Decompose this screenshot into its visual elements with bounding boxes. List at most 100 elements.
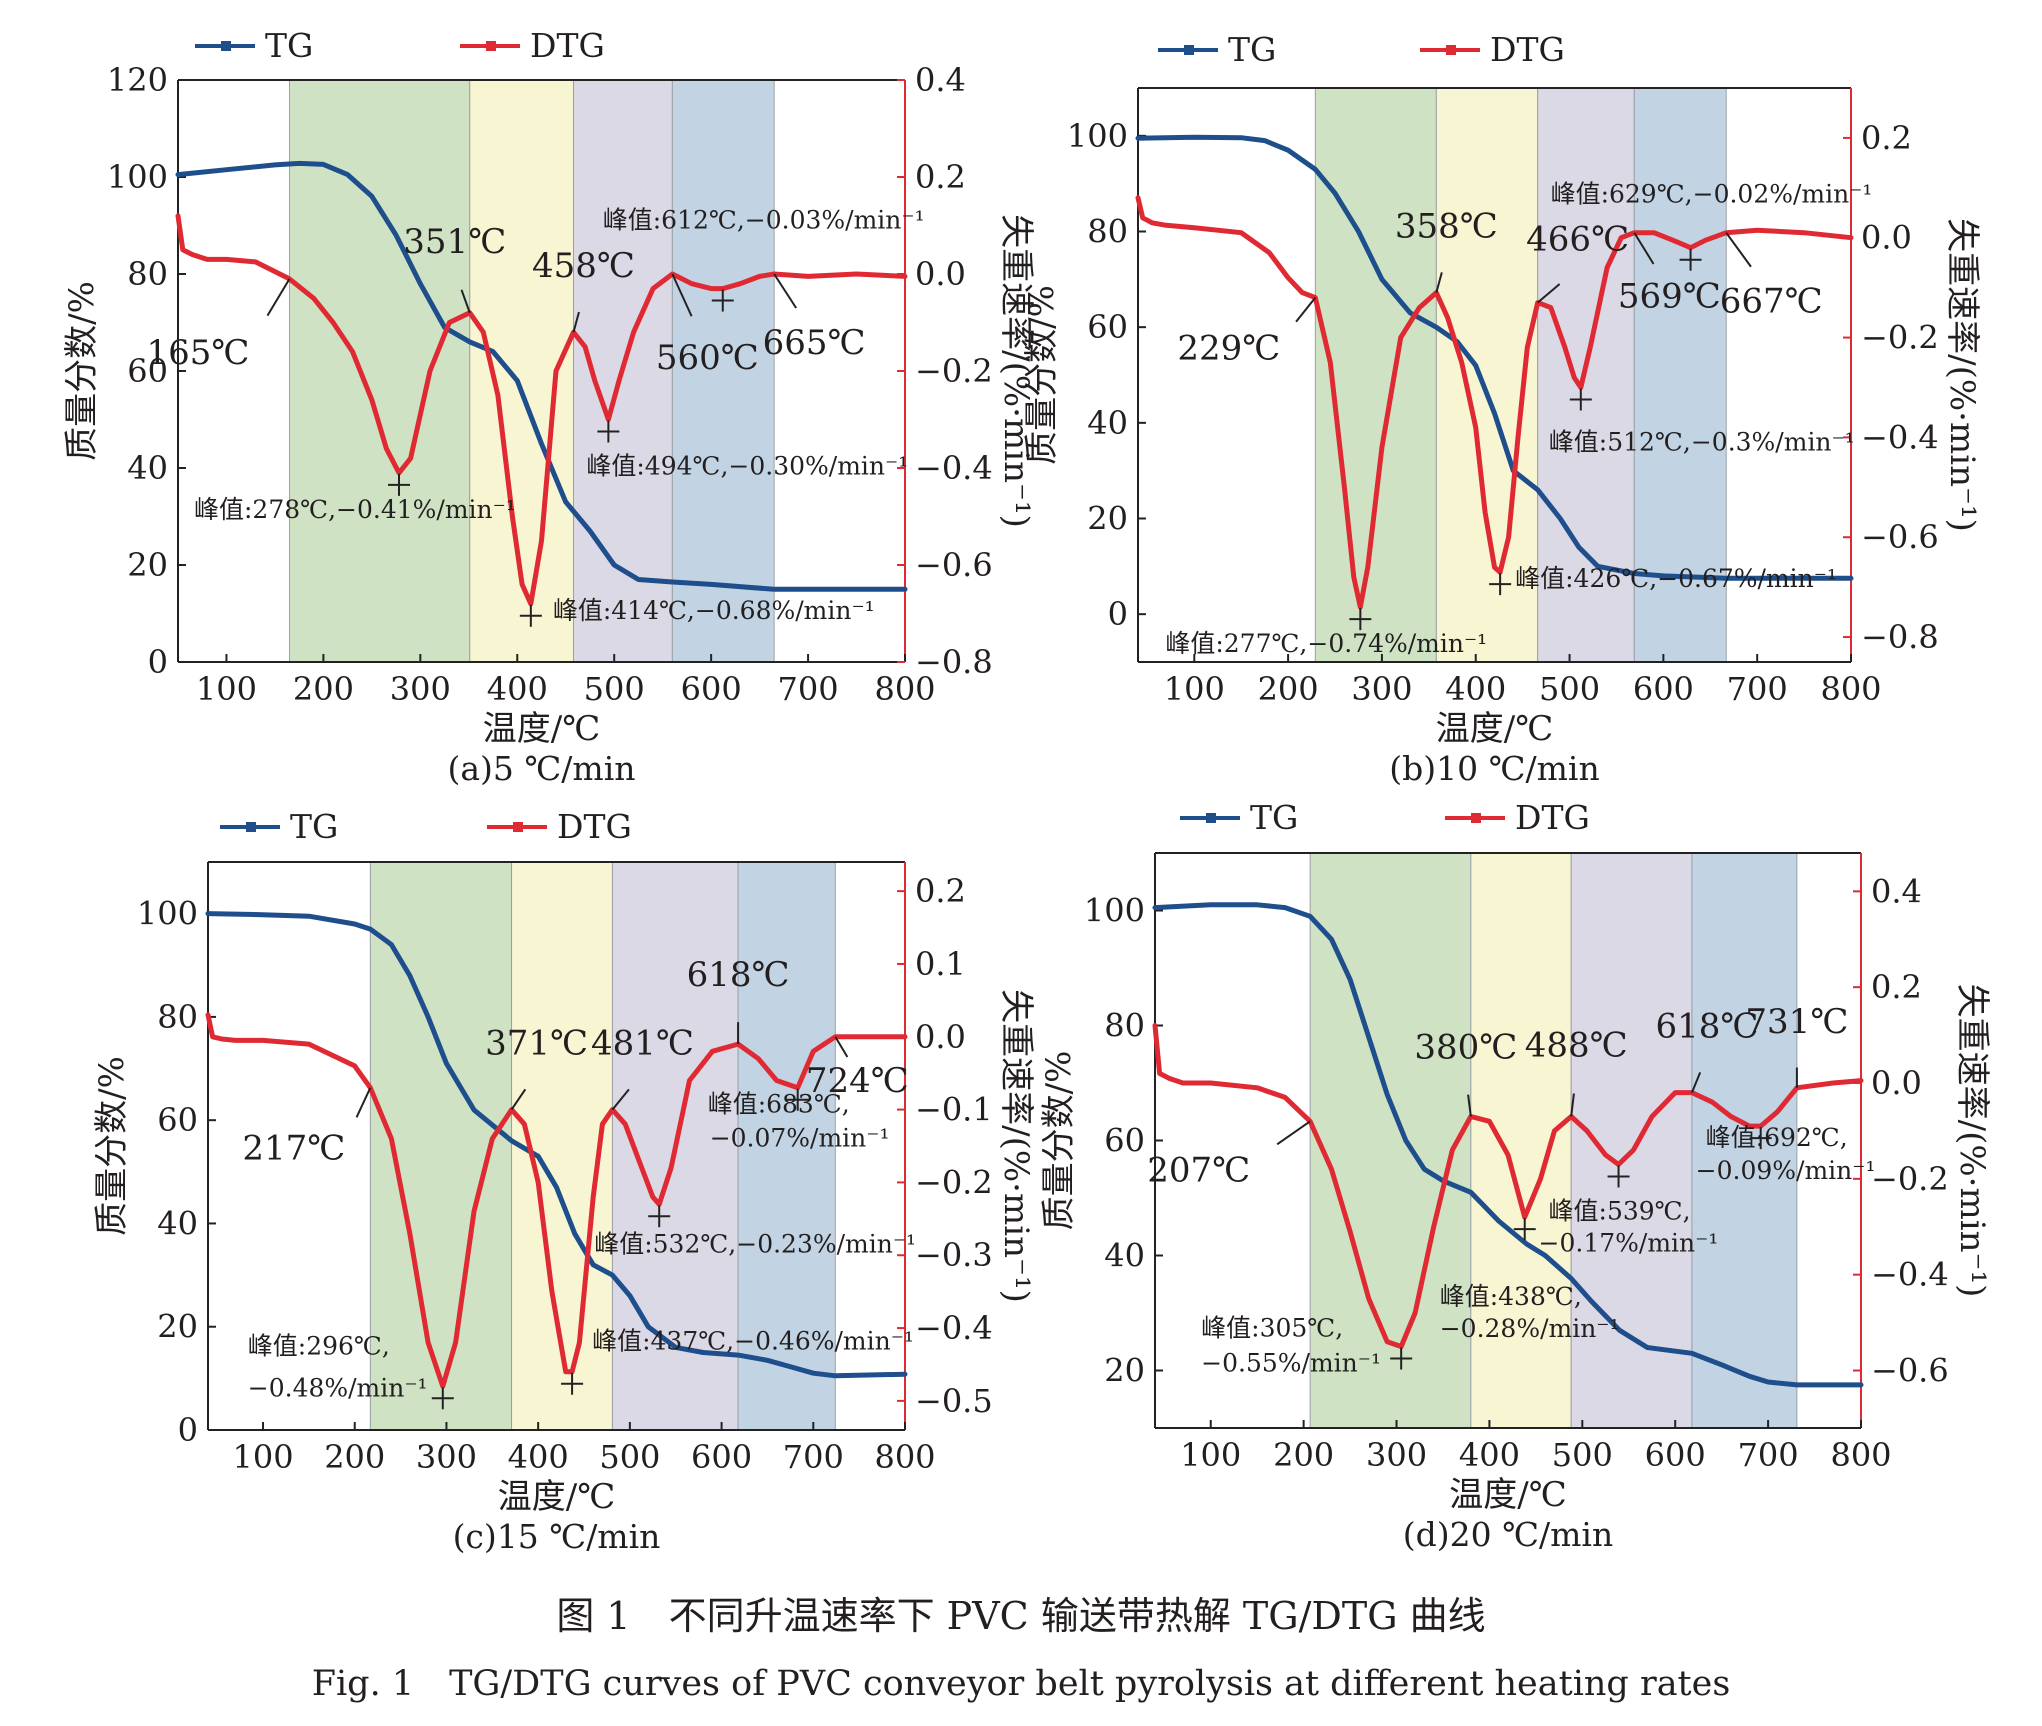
x-axis-title: 温度/℃ [1436, 709, 1554, 749]
y-tick-label: 40 [1104, 1237, 1145, 1275]
y2-tick-label: −0.3 [915, 1236, 993, 1274]
y-tick-label: 80 [157, 998, 198, 1036]
annotation-leader-line [266, 278, 291, 317]
y2-tick-label: 0.0 [1861, 219, 1912, 257]
y2-tick-label: 0.4 [915, 61, 966, 99]
annotation-leader-line [572, 311, 580, 333]
peak-annotation: −0.07%/min⁻¹ [710, 1124, 890, 1153]
y-tick-label: 0 [148, 643, 168, 681]
y-tick-label: 20 [1104, 1352, 1145, 1390]
x-tick-label: 600 [691, 1438, 752, 1476]
x-tick-label: 300 [390, 670, 451, 708]
y2-tick-label: −0.2 [915, 352, 993, 390]
y2-tick-label: 0.0 [915, 255, 966, 293]
tg-curve [175, 160, 908, 592]
y2-tick-label: 0.2 [1871, 968, 1922, 1006]
temperature-annotation: 569℃ [1618, 277, 1721, 317]
y2-tick-label: 0.4 [1871, 872, 1922, 910]
x-tick-label: 200 [293, 670, 354, 708]
annotation-leader-line [1537, 283, 1561, 304]
y-tick-label: 100 [107, 158, 168, 196]
temperature-annotation: 667℃ [1720, 282, 1823, 322]
annotation-leader-line [510, 1088, 527, 1111]
temperature-annotation: 358℃ [1395, 207, 1498, 247]
legend-dtg-label: DTG [557, 807, 632, 846]
y2-axis-title: 失重速率/(%·min⁻¹) [996, 214, 1036, 528]
x-tick-label: 400 [1445, 670, 1506, 708]
y-tick-label: 60 [157, 1101, 198, 1139]
peak-annotation: 峰值:437℃,−0.46%/min⁻¹ [592, 1327, 914, 1356]
peak-annotation: 峰值:277℃,−0.74%/min⁻¹ [1165, 629, 1487, 658]
temperature-annotation: 217℃ [242, 1129, 345, 1169]
legend-tg-marker [221, 41, 231, 51]
annotation-leader-line [671, 273, 693, 317]
annotation-leader-line [834, 1036, 849, 1058]
y2-tick-label: −0.2 [1871, 1160, 1949, 1198]
annotation-leader-line [355, 1087, 372, 1118]
peak-annotation: −0.17%/min⁻¹ [1539, 1228, 1719, 1257]
y-tick-label: 100 [137, 895, 198, 933]
peak-annotation: −0.55%/min⁻¹ [1201, 1349, 1381, 1378]
annotation-leader-line [611, 1088, 630, 1111]
peak-annotation: 峰值:278℃,−0.41%/min⁻¹ [194, 495, 516, 524]
x-axis-title: 温度/℃ [498, 1477, 616, 1517]
temperature-annotation: 488℃ [1525, 1026, 1628, 1066]
temperature-annotation: 618℃ [1655, 1007, 1758, 1047]
legend-tg-marker [246, 822, 256, 832]
legend-tg-label: TG [265, 26, 313, 65]
annotation-leader-line [1691, 1071, 1702, 1093]
panel-subtitle: (d)20 ℃/min [1403, 1515, 1614, 1554]
y2-axis-title: 失重速率/(%·min⁻¹) [1952, 984, 1992, 1298]
x-tick-label: 300 [1351, 670, 1412, 708]
tg-curve [205, 911, 908, 1379]
annotation-leader-line [1276, 1120, 1311, 1146]
y2-tick-label: −0.6 [915, 546, 993, 584]
y-tick-label: 20 [157, 1308, 198, 1346]
x-tick-label: 100 [1180, 1436, 1241, 1474]
x-tick-label: 200 [1273, 1436, 1334, 1474]
peak-annotation: 峰值:438℃, [1440, 1282, 1582, 1311]
y2-tick-label: 0.2 [915, 158, 966, 196]
y-axis-title: 质量分数/% [92, 1056, 132, 1236]
stage-region-2 [1470, 852, 1572, 1429]
y2-axis-title: 失重速率/(%·min⁻¹) [996, 989, 1036, 1303]
peak-annotation: 峰值:539℃, [1549, 1196, 1691, 1225]
y-tick-label: 80 [1087, 213, 1128, 251]
chart-panel-1: 100 200 300 400 500 600 700 800 0 20 40 60 80 100 120 −… [62, 26, 1036, 788]
peak-annotation: 峰值:612℃,−0.03%/min⁻¹ [603, 206, 925, 235]
y-tick-label: 40 [127, 449, 168, 487]
peak-annotation: 峰值:426℃,−0.67%/min⁻¹ [1515, 564, 1837, 593]
y-axis-title: 质量分数/% [1039, 1051, 1079, 1231]
peak-annotation: 峰值:532℃,−0.23%/min⁻¹ [594, 1229, 916, 1258]
peak-annotation: 峰值:683℃, [708, 1090, 850, 1119]
y-axis-title: 质量分数/% [1022, 285, 1062, 465]
x-tick-label: 300 [416, 1438, 477, 1476]
x-tick-label: 500 [1552, 1436, 1613, 1474]
chart-panel-3: 100 200 300 400 500 600 700 800 0 20 40 60 80 100 −0.5… [92, 807, 1036, 1556]
dtg-curve [175, 213, 908, 607]
temperature-annotation: 229℃ [1177, 329, 1280, 369]
legend-dtg-label: DTG [1515, 798, 1590, 837]
y-tick-label: 80 [1104, 1007, 1145, 1045]
panel-subtitle: (b)10 ℃/min [1389, 749, 1600, 788]
x-axis-title: 温度/℃ [483, 709, 601, 749]
temperature-annotation: 618℃ [687, 955, 790, 995]
y2-tick-label: −0.4 [1861, 418, 1939, 456]
legend-tg-label: TG [1250, 798, 1298, 837]
y2-tick-label: 0.1 [915, 945, 966, 983]
y-tick-label: 60 [127, 352, 168, 390]
stage-region-4 [737, 861, 836, 1431]
legend-dtg-marker [1471, 813, 1481, 823]
x-tick-label: 500 [1539, 670, 1600, 708]
x-tick-label: 400 [487, 670, 548, 708]
x-tick-label: 400 [508, 1438, 569, 1476]
y2-tick-label: 0.0 [915, 1018, 966, 1056]
peak-annotation: 峰值:414℃,−0.68%/min⁻¹ [553, 596, 875, 625]
legend-tg-marker [1184, 45, 1194, 55]
temperature-annotation: 731℃ [1745, 1002, 1848, 1042]
peak-annotation: 峰值:629℃,−0.02%/min⁻¹ [1551, 180, 1873, 209]
y2-tick-label: 0.2 [915, 872, 966, 910]
x-tick-label: 800 [1820, 670, 1881, 708]
x-tick-label: 100 [1164, 670, 1225, 708]
y2-tick-label: −0.5 [915, 1382, 993, 1420]
